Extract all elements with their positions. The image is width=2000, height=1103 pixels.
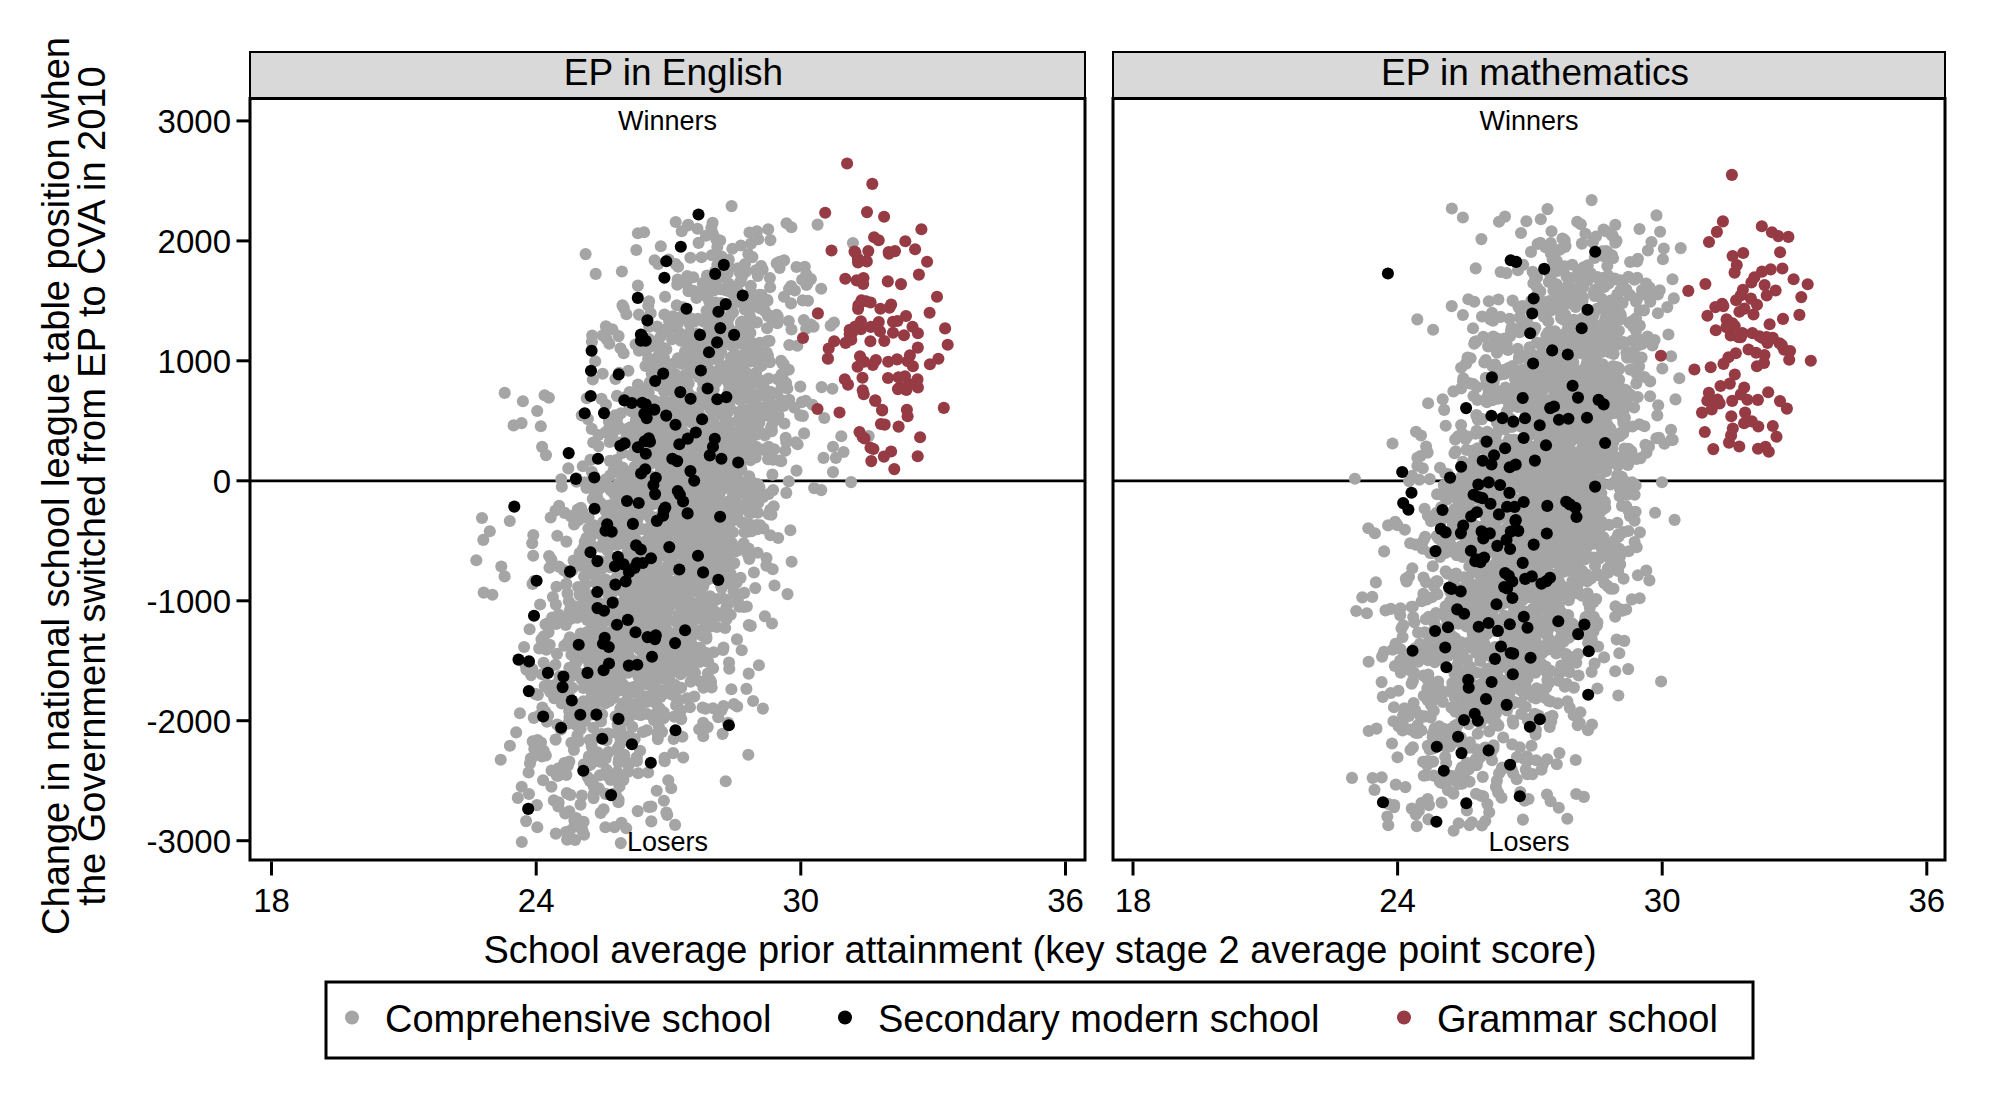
svg-text:Grammar school: Grammar school — [1437, 998, 1718, 1040]
svg-text:Secondary modern school: Secondary modern school — [878, 998, 1319, 1040]
svg-text:18: 18 — [1115, 882, 1152, 919]
svg-text:the Government switched from E: the Government switched from EP to CVA i… — [71, 66, 113, 905]
svg-text:Winners: Winners — [618, 106, 717, 136]
svg-text:Losers: Losers — [1488, 827, 1569, 857]
svg-text:30: 30 — [1644, 882, 1681, 919]
svg-text:36: 36 — [1047, 882, 1084, 919]
svg-text:School average prior attainmen: School average prior attainment (key sta… — [483, 929, 1596, 971]
svg-text:18: 18 — [253, 882, 290, 919]
svg-text:EP in mathematics: EP in mathematics — [1381, 52, 1689, 93]
svg-text:2000: 2000 — [158, 223, 231, 260]
svg-text:24: 24 — [1379, 882, 1416, 919]
svg-text:-2000: -2000 — [147, 703, 231, 740]
svg-text:30: 30 — [782, 882, 819, 919]
svg-text:Winners: Winners — [1479, 106, 1578, 136]
svg-text:3000: 3000 — [158, 103, 231, 140]
svg-text:24: 24 — [518, 882, 555, 919]
svg-text:0: 0 — [213, 463, 231, 500]
svg-text:EP in English: EP in English — [564, 52, 783, 93]
svg-text:-1000: -1000 — [147, 583, 231, 620]
svg-text:Comprehensive school: Comprehensive school — [385, 998, 772, 1040]
svg-text:-3000: -3000 — [147, 823, 231, 860]
svg-text:1000: 1000 — [158, 343, 231, 380]
svg-text:36: 36 — [1908, 882, 1945, 919]
svg-text:Losers: Losers — [627, 827, 708, 857]
